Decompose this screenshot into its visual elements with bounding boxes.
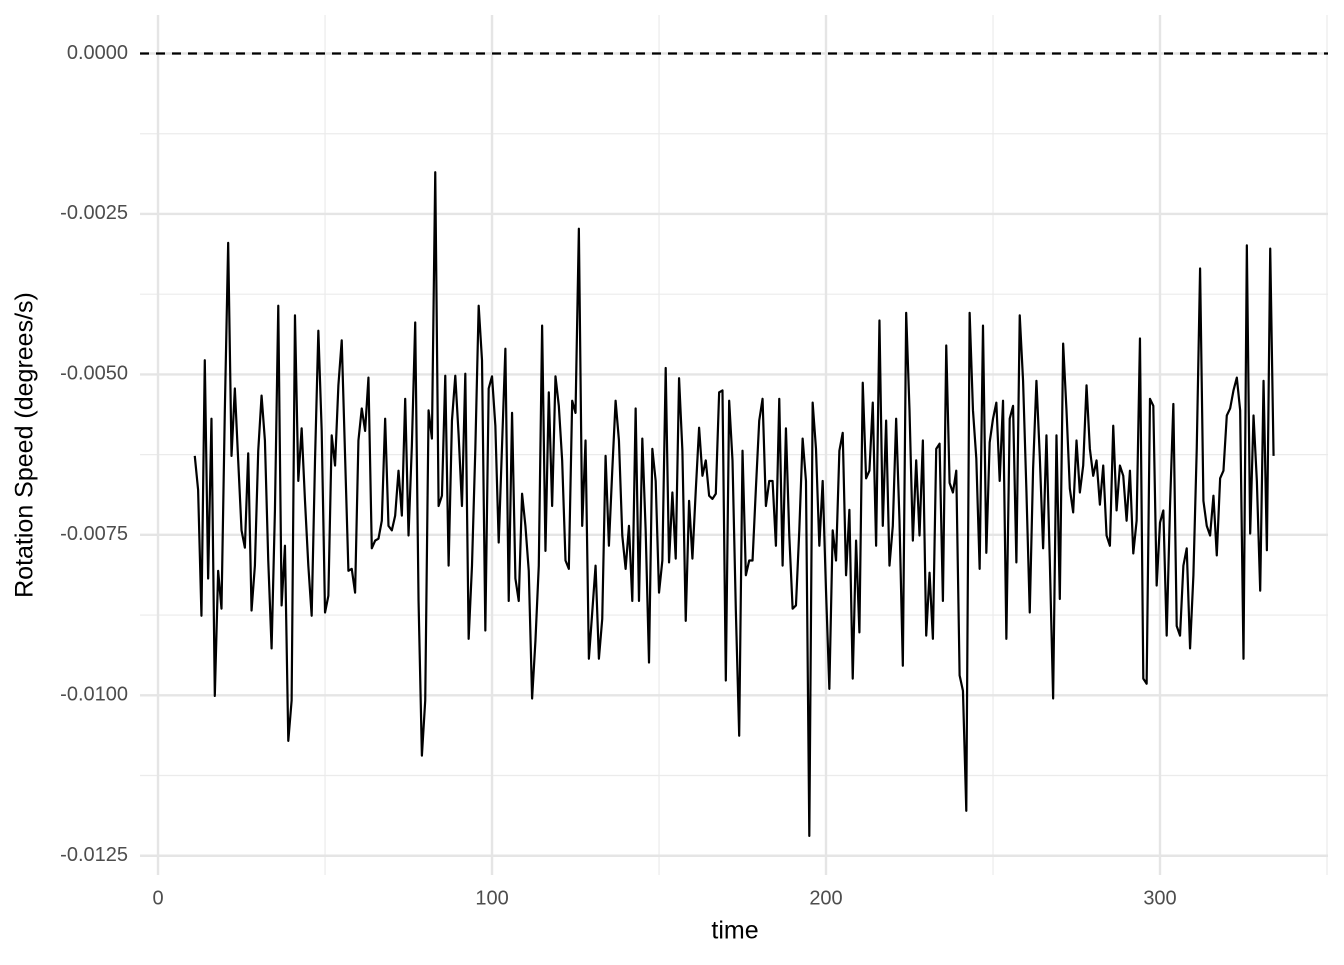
y-axis-title: Rotation Speed (degrees/s) — [11, 292, 39, 598]
data-line — [193, 171, 1275, 837]
y-tick-label: 0.0000 — [67, 42, 128, 64]
x-tick-label: 100 — [475, 887, 508, 909]
y-tick-label: -0.0075 — [60, 523, 128, 545]
y-tick-label: -0.0100 — [60, 684, 128, 706]
x-tick-label: 300 — [1143, 887, 1176, 909]
x-axis-title: time — [711, 917, 758, 945]
x-tick-label: 0 — [152, 887, 163, 909]
x-tick-label: 200 — [809, 887, 842, 909]
y-tick-label: -0.0125 — [60, 844, 128, 866]
y-tick-label: -0.0050 — [60, 363, 128, 385]
y-tick-label: -0.0025 — [60, 202, 128, 224]
